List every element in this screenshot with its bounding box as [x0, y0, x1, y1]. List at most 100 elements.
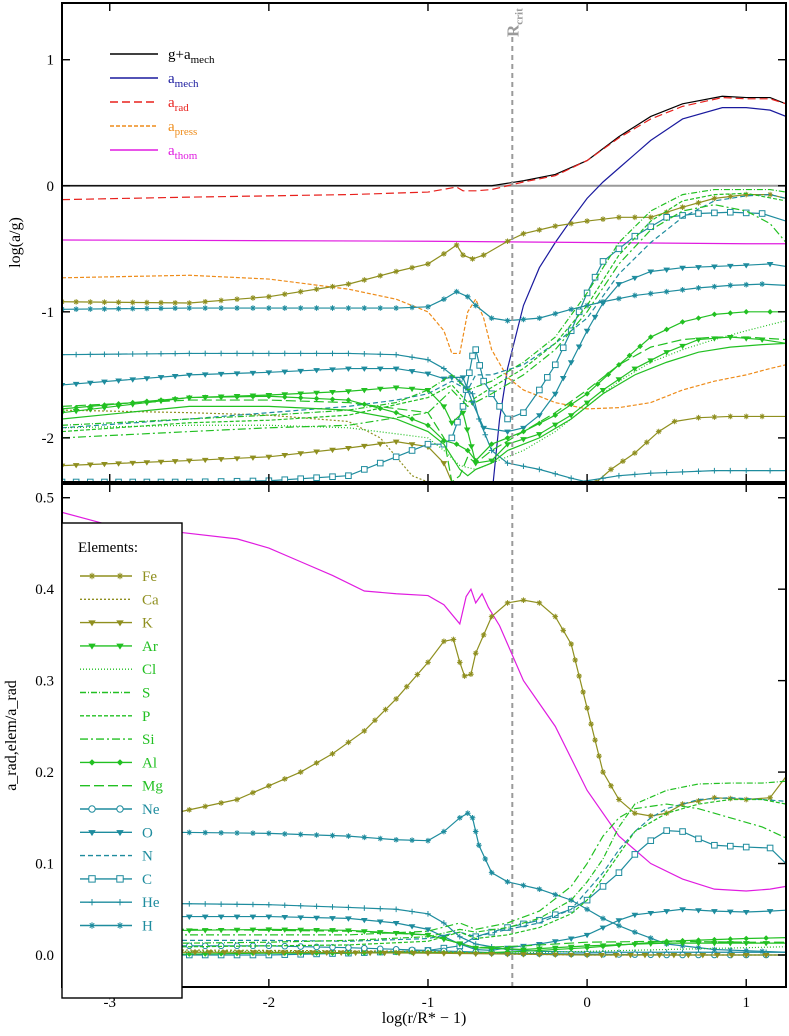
top-marker-ar [345, 389, 352, 395]
bottom-marker-fe [202, 803, 209, 810]
bottom-marker-fe [403, 683, 410, 690]
top-marker-o [559, 376, 567, 382]
bottom-marker-o [201, 914, 209, 920]
top-marker-fe [377, 272, 384, 279]
bottom-marker-h [297, 831, 304, 838]
top-series-line-ne [62, 342, 786, 477]
top-marker-fe [361, 277, 368, 283]
bottom-marker-h [281, 831, 288, 837]
top-series-line-ar [62, 336, 786, 464]
bottom-marker-ne [329, 944, 336, 951]
top-marker-h [584, 302, 590, 309]
bottom-marker-ar [424, 932, 432, 939]
bottom-marker-fe [536, 600, 543, 606]
top-marker-fe [727, 193, 734, 200]
top-marker-c [329, 473, 336, 481]
bottom-marker-ne [345, 944, 352, 951]
top-marker-he-lo [743, 467, 750, 474]
top-marker-fe [409, 264, 415, 271]
bottom-marker-h [568, 897, 574, 903]
top-marker-fe-lo [743, 413, 750, 420]
top-marker-c [727, 208, 734, 216]
top-marker-o [249, 370, 257, 377]
bottom-marker-he [377, 905, 384, 912]
top-marker-he [568, 475, 574, 482]
top-marker-o [742, 263, 750, 269]
top-marker-h [695, 285, 702, 291]
top-marker-fe [73, 299, 79, 305]
top-marker-o [663, 267, 671, 273]
top-marker-he-lo [632, 471, 638, 478]
top-marker-k [201, 457, 209, 464]
top-marker-c [361, 466, 368, 473]
top-marker-ar [504, 442, 511, 448]
top-marker-o [459, 375, 467, 381]
bottom-marker-fe [588, 721, 594, 727]
top-marker-he [377, 351, 384, 358]
top-marker-fe [158, 299, 164, 306]
top-marker-fe-lo [620, 458, 626, 465]
bottom-series-line-a-thom [62, 511, 786, 892]
top-marker-o [72, 381, 80, 388]
top-marker-k [185, 458, 193, 464]
bottom-marker-h [482, 856, 489, 862]
bottom-marker-k [685, 953, 692, 959]
top-marker-he [186, 350, 193, 357]
top-marker-al [250, 393, 256, 400]
top-marker-ar [376, 386, 384, 393]
bottom-marker-h [536, 886, 543, 892]
bottom-marker-fe [560, 627, 567, 634]
bottom-marker-al [616, 942, 622, 948]
bottom-marker-k [456, 951, 464, 957]
top-marker-o [575, 344, 583, 350]
bottom-marker-o [711, 909, 718, 915]
bottom-marker-fe [480, 632, 487, 638]
top-marker-k [129, 460, 137, 467]
elements-legend-box [61, 522, 183, 999]
top-marker-fe [129, 299, 136, 306]
top-marker-fe [679, 204, 686, 211]
top-marker-fe [460, 252, 466, 258]
bottom-marker-fe [393, 696, 399, 702]
top-series-line-mg [62, 336, 786, 482]
top-marker-al [584, 390, 590, 397]
top-marker-h [711, 283, 718, 290]
top-marker-c [157, 478, 165, 482]
top-marker-c [129, 478, 137, 482]
elements-legend-marker-al [88, 759, 96, 766]
bottom-marker-c [472, 933, 480, 941]
bottom-marker-he [329, 904, 336, 910]
top-marker-al [329, 396, 336, 403]
top-markers-he-lo [584, 467, 773, 482]
elements-legend-marker-c [116, 875, 124, 883]
bottom-marker-k [488, 951, 495, 958]
elements-legend-label-al: Al [142, 755, 157, 771]
bottom-marker-ne [185, 942, 193, 950]
top-ytick-label: 0 [47, 179, 55, 195]
top-marker-c [249, 477, 257, 482]
top-marker-h [329, 305, 336, 311]
top-marker-he-lo [711, 467, 718, 474]
top-marker-al [472, 457, 479, 464]
bottom-marker-c [711, 841, 718, 849]
bottom-marker-h [250, 830, 256, 836]
top-markers-fe [62, 191, 773, 306]
bottom-marker-h [361, 834, 368, 841]
bottom-marker-k [265, 950, 273, 956]
top-marker-he-lo [727, 467, 734, 474]
top-marker-fe-lo [671, 418, 678, 425]
top-marker-h [101, 306, 108, 312]
bottom-marker-h [218, 830, 224, 836]
bottom-marker-fe [468, 671, 474, 678]
bottom-marker-k [551, 952, 559, 958]
bottom-marker-o [185, 914, 193, 920]
top-marker-ar [297, 391, 305, 397]
top-series-group [62, 95, 786, 482]
top-marker-fe [234, 296, 240, 303]
bottom-marker-h [552, 891, 559, 898]
top-marker-ar [448, 420, 456, 427]
bottom-marker-k [221, 950, 228, 956]
top-marker-o [583, 328, 591, 335]
bottom-marker-k [424, 951, 432, 957]
top-marker-fe [186, 300, 193, 306]
